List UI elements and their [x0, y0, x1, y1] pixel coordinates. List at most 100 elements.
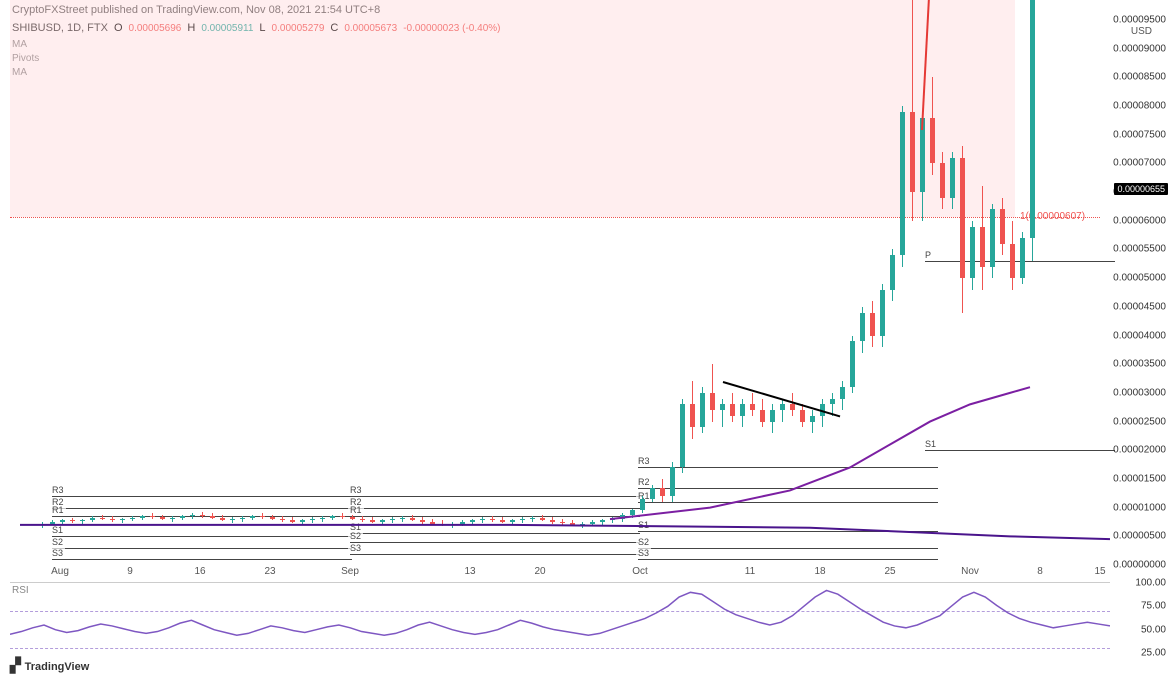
candle[interactable]	[330, 515, 335, 521]
candle[interactable]	[680, 399, 685, 474]
candle[interactable]	[990, 204, 995, 279]
candle[interactable]	[130, 516, 135, 521]
candle[interactable]	[370, 517, 375, 523]
candle[interactable]	[660, 479, 665, 502]
candle[interactable]	[730, 393, 735, 422]
candle[interactable]	[380, 519, 385, 525]
candle[interactable]	[530, 516, 535, 522]
candle[interactable]	[640, 496, 645, 513]
candle[interactable]	[220, 515, 225, 522]
candle[interactable]	[250, 515, 255, 521]
candle[interactable]	[610, 517, 615, 523]
candle[interactable]	[280, 516, 285, 522]
candle[interactable]	[400, 516, 405, 522]
candle[interactable]	[270, 515, 275, 521]
candle[interactable]	[230, 517, 235, 523]
candle[interactable]	[260, 513, 265, 519]
candle[interactable]	[860, 307, 865, 353]
candle[interactable]	[200, 512, 205, 518]
candle[interactable]	[970, 221, 975, 290]
candle[interactable]	[1010, 221, 1015, 290]
candle[interactable]	[340, 513, 345, 519]
candle[interactable]	[440, 520, 445, 526]
candle[interactable]	[180, 515, 185, 521]
candle[interactable]	[940, 152, 945, 209]
candle[interactable]	[500, 517, 505, 523]
candle[interactable]	[390, 517, 395, 523]
candle[interactable]	[770, 404, 775, 433]
candle[interactable]	[520, 517, 525, 523]
candle[interactable]	[310, 517, 315, 523]
candle[interactable]	[320, 516, 325, 522]
candle[interactable]	[450, 522, 455, 528]
candle[interactable]	[910, 0, 915, 221]
candle[interactable]	[880, 284, 885, 347]
candle[interactable]	[700, 387, 705, 433]
candle[interactable]	[560, 519, 565, 525]
candle[interactable]	[930, 77, 935, 175]
candle[interactable]	[290, 517, 295, 523]
candle[interactable]	[1000, 198, 1005, 255]
candle[interactable]	[870, 301, 875, 347]
candle[interactable]	[160, 515, 165, 521]
candle[interactable]	[190, 513, 195, 519]
candle[interactable]	[650, 485, 655, 502]
candle[interactable]	[670, 462, 675, 502]
candle[interactable]	[550, 517, 555, 523]
candle[interactable]	[840, 381, 845, 410]
candle[interactable]	[950, 152, 955, 209]
candle[interactable]	[630, 509, 635, 518]
candle[interactable]	[110, 516, 115, 522]
candle[interactable]	[240, 516, 245, 522]
candle[interactable]	[1020, 232, 1025, 284]
candle[interactable]	[210, 513, 215, 519]
candle[interactable]	[790, 393, 795, 416]
candle[interactable]	[720, 399, 725, 428]
candle[interactable]	[300, 519, 305, 525]
tradingview-logo[interactable]: ▞ TradingView	[10, 657, 89, 674]
candle[interactable]	[780, 399, 785, 422]
candle[interactable]	[120, 518, 125, 523]
candle[interactable]	[510, 519, 515, 525]
candle[interactable]	[360, 516, 365, 522]
candle[interactable]	[960, 146, 965, 312]
candle[interactable]	[710, 364, 715, 421]
candle[interactable]	[420, 517, 425, 523]
candle[interactable]	[80, 519, 85, 524]
candle[interactable]	[100, 515, 105, 521]
candle[interactable]	[350, 515, 355, 521]
candle[interactable]	[620, 513, 625, 522]
y-axis[interactable]: USD 0.000095000.000090000.000085000.0000…	[1110, 20, 1170, 565]
candle[interactable]	[890, 249, 895, 301]
candle[interactable]	[410, 515, 415, 522]
candle[interactable]	[690, 381, 695, 438]
candle[interactable]	[580, 522, 585, 528]
candle[interactable]	[490, 516, 495, 522]
candle[interactable]	[570, 520, 575, 526]
candle[interactable]	[900, 106, 905, 267]
candle[interactable]	[750, 393, 755, 416]
candle[interactable]	[460, 520, 465, 526]
candle[interactable]	[480, 517, 485, 523]
candle[interactable]	[70, 518, 75, 523]
candle[interactable]	[740, 399, 745, 428]
candle[interactable]	[800, 404, 805, 427]
candle[interactable]	[90, 516, 95, 522]
candle[interactable]	[170, 516, 175, 522]
main-chart[interactable]: 0.236(0.00008373)0.382(0.00006889)0.5(0.…	[10, 20, 1110, 565]
candle[interactable]	[60, 519, 65, 524]
candle[interactable]	[1030, 227, 1035, 261]
candle[interactable]	[850, 336, 855, 393]
candle[interactable]	[590, 520, 595, 526]
candle[interactable]	[760, 399, 765, 428]
candle[interactable]	[810, 410, 815, 433]
candle[interactable]	[40, 522, 45, 528]
rsi-panel[interactable]: RSI 100.0075.0050.0025.00	[10, 582, 1110, 652]
candle[interactable]	[430, 519, 435, 525]
candle[interactable]	[140, 515, 145, 521]
candle[interactable]	[980, 186, 985, 289]
x-axis[interactable]: Aug91623Sep1320Oct111825Nov815	[10, 566, 1110, 580]
candle[interactable]	[150, 513, 155, 519]
candle[interactable]	[50, 520, 55, 525]
candle[interactable]	[470, 519, 475, 525]
